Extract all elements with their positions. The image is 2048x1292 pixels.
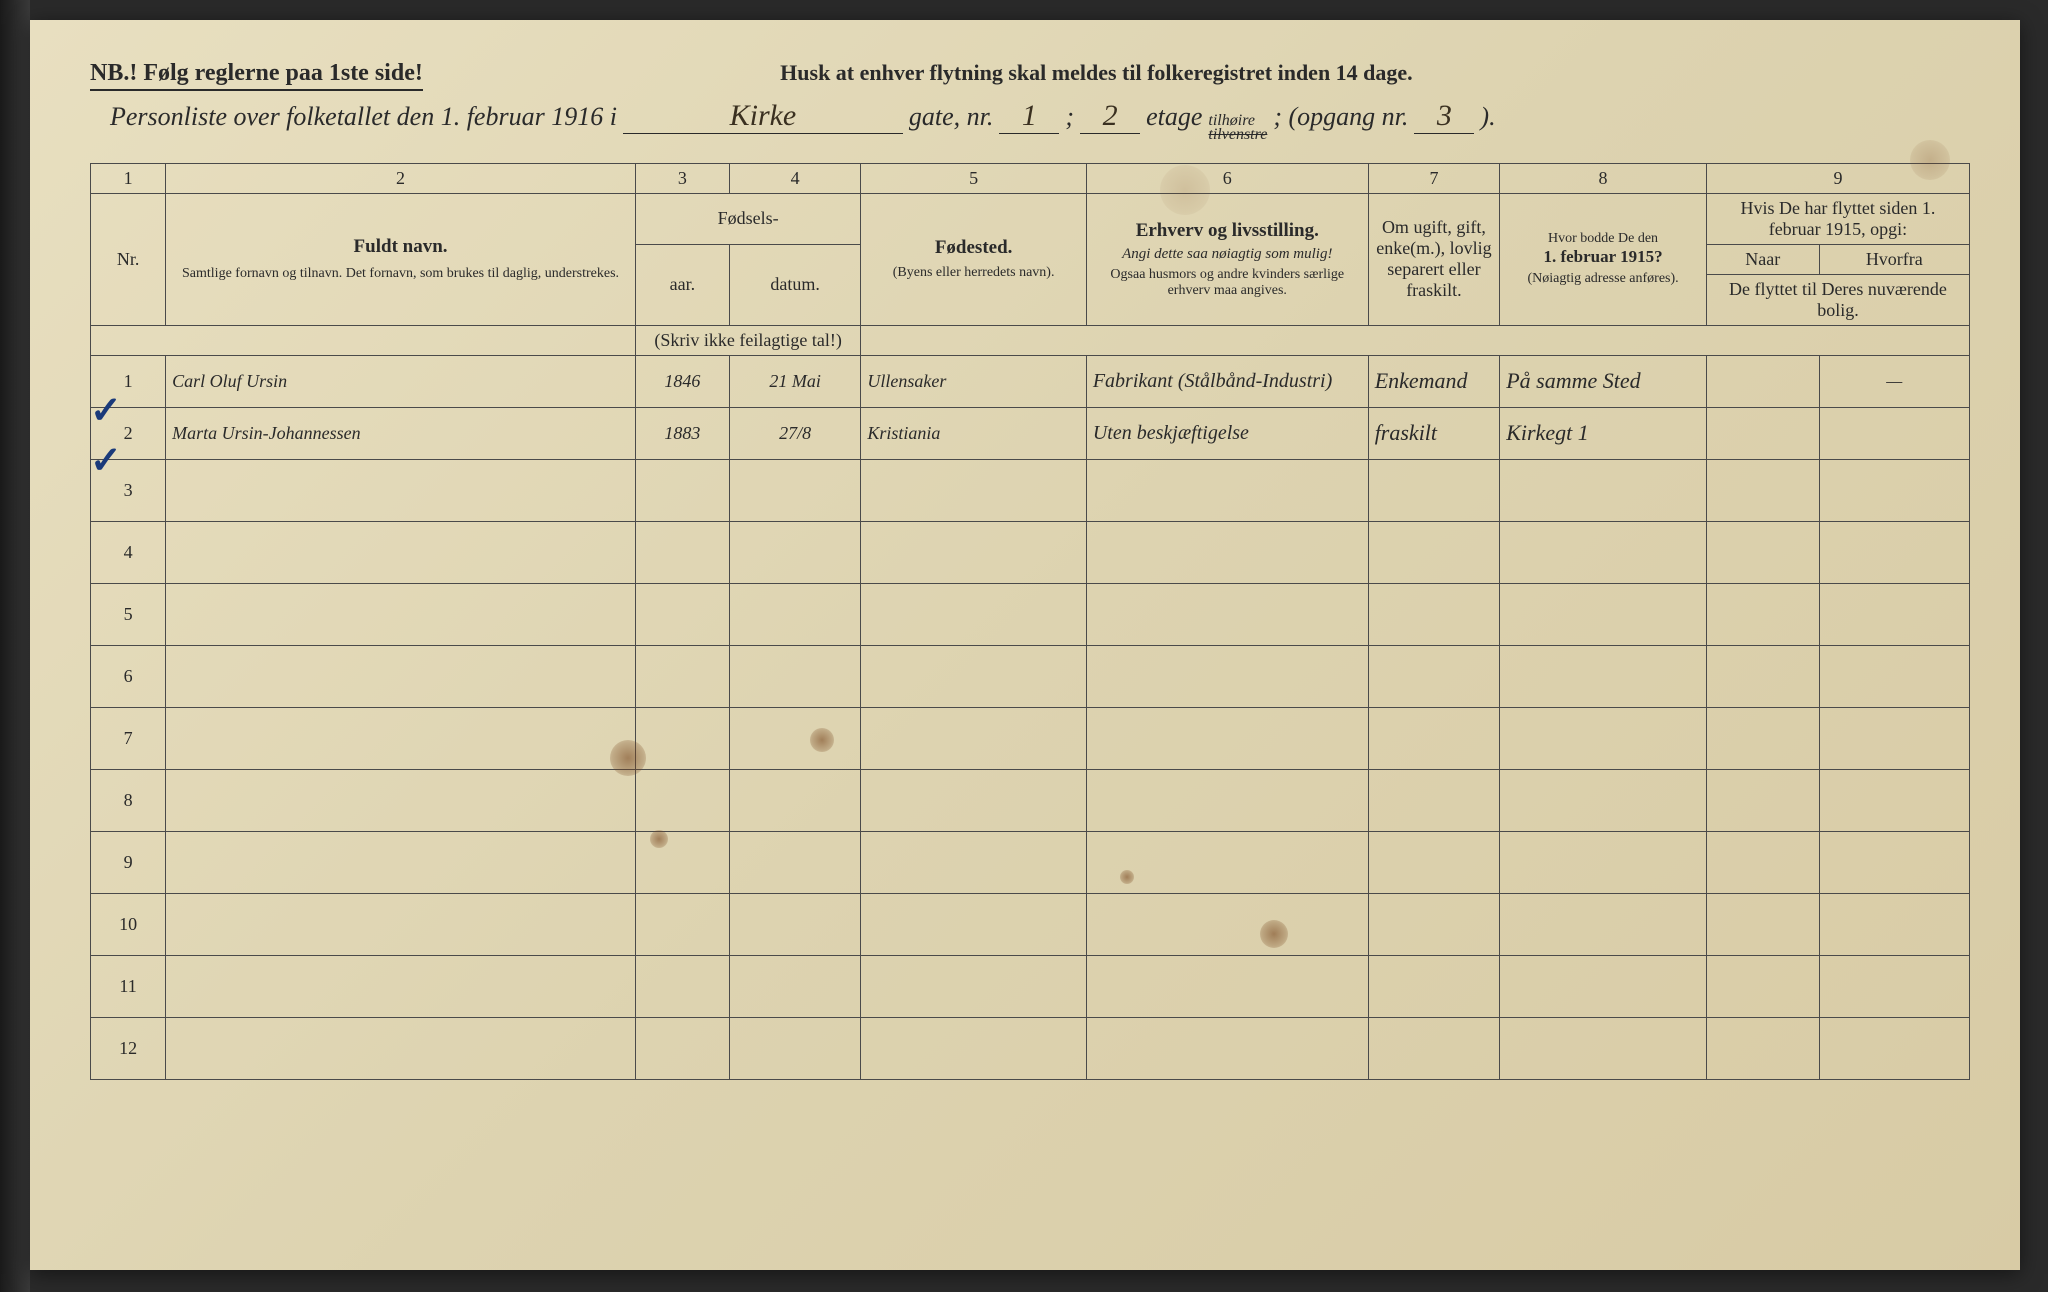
opgang-nr-field: 3 — [1414, 99, 1474, 134]
stain-1 — [610, 740, 646, 776]
table-row-empty: 9 — [91, 831, 1970, 893]
row-nr: 9 — [91, 831, 166, 893]
stain-6 — [1910, 140, 1950, 180]
row-nr: 4 — [91, 521, 166, 583]
th-bodde: Hvor bodde De den 1. februar 1915? (Nøia… — [1500, 193, 1707, 325]
cell-naar — [1706, 407, 1819, 459]
table-row-empty: 8 — [91, 769, 1970, 831]
cell-hvorfra: — — [1819, 355, 1969, 407]
th-navn: Fuldt navn. Samtlige fornavn og tilnavn.… — [166, 193, 636, 325]
cell-aar: 1883 — [635, 407, 729, 459]
th-aar: aar. — [635, 244, 729, 325]
th-nr: Nr. — [91, 193, 166, 325]
th-skriv-ikke: (Skriv ikke feilagtige tal!) — [635, 325, 860, 355]
th-empty — [91, 325, 636, 355]
semicolon: ; — [1065, 102, 1074, 132]
cell-erhverv: Uten beskjæftigelse — [1086, 407, 1368, 459]
cell-bodde: På samme Sted — [1500, 355, 1707, 407]
cell-navn: Carl Oluf Ursin — [166, 355, 636, 407]
table-row: 1Carl Oluf Ursin184621 MaiUllensakerFabr… — [91, 355, 1970, 407]
gate-nr-field: 1 — [999, 99, 1059, 134]
th-naar: Naar — [1706, 244, 1819, 274]
th-de-flyttet: De flyttet til Deres nuværende bolig. — [1706, 274, 1969, 325]
th-fodested: Fødested. (Byens eller herredets navn). — [861, 193, 1086, 325]
checkmark-1: ✓ — [90, 388, 122, 433]
row-nr: 12 — [91, 1017, 166, 1079]
cell-bodde: Kirkegt 1 — [1500, 407, 1707, 459]
opgang-label: ; (opgang nr. — [1273, 102, 1408, 132]
personliste-line: Personliste over folketallet den 1. febr… — [90, 99, 1970, 143]
table-row: 2Marta Ursin-Johannessen188327/8Kristian… — [91, 407, 1970, 459]
table-row-empty: 4 — [91, 521, 1970, 583]
closing: ). — [1480, 102, 1495, 132]
tilhoire-label: tilhøire tilvenstre — [1208, 114, 1267, 143]
colnum-4: 4 — [729, 163, 861, 193]
table-header: 1 2 3 4 5 6 7 8 9 Nr. Fuldt navn. Samtli… — [91, 163, 1970, 355]
th-fodsels: Fødsels- — [635, 193, 860, 244]
book-binding — [0, 0, 30, 1292]
stain-7 — [1160, 165, 1210, 215]
cell-datum: 21 Mai — [729, 355, 861, 407]
table-row-empty: 11 — [91, 955, 1970, 1017]
row-nr: 5 — [91, 583, 166, 645]
header-row: NB.! Følg reglerne paa 1ste side! Husk a… — [90, 60, 1970, 91]
th-hvorfra: Hvorfra — [1819, 244, 1969, 274]
colnum-1: 1 — [91, 163, 166, 193]
th-status: Om ugift, gift, enke(m.), lovlig separer… — [1368, 193, 1500, 325]
colnum-8: 8 — [1500, 163, 1707, 193]
row-nr: 8 — [91, 769, 166, 831]
cell-status: fraskilt — [1368, 407, 1500, 459]
table-body: 1Carl Oluf Ursin184621 MaiUllensakerFabr… — [91, 355, 1970, 1079]
etage-field: 2 — [1080, 99, 1140, 134]
th-flyttet: Hvis De har flyttet siden 1. februar 191… — [1706, 193, 1969, 244]
cell-hvorfra — [1819, 407, 1969, 459]
colnum-6: 6 — [1086, 163, 1368, 193]
row-nr: 6 — [91, 645, 166, 707]
th-datum: datum. — [729, 244, 861, 325]
colnum-3: 3 — [635, 163, 729, 193]
colnum-2: 2 — [166, 163, 636, 193]
table-row-empty: 12 — [91, 1017, 1970, 1079]
table-row-empty: 5 — [91, 583, 1970, 645]
stain-4 — [1120, 870, 1134, 884]
colnum-7: 7 — [1368, 163, 1500, 193]
checkmark-2: ✓ — [90, 438, 122, 483]
stain-3 — [650, 830, 668, 848]
table-row-empty: 6 — [91, 645, 1970, 707]
cell-status: Enkemand — [1368, 355, 1500, 407]
row-nr: 11 — [91, 955, 166, 1017]
table-row-empty: 7 — [91, 707, 1970, 769]
cell-aar: 1846 — [635, 355, 729, 407]
census-table: 1 2 3 4 5 6 7 8 9 Nr. Fuldt navn. Samtli… — [90, 163, 1970, 1080]
table-row-empty: 10 — [91, 893, 1970, 955]
husk-notice: Husk at enhver flytning skal meldes til … — [780, 60, 1413, 86]
cell-datum: 27/8 — [729, 407, 861, 459]
etage-label: etage — [1146, 102, 1202, 132]
census-page: NB.! Følg reglerne paa 1ste side! Husk a… — [30, 20, 2020, 1270]
colnum-5: 5 — [861, 163, 1086, 193]
cell-fodested: Kristiania — [861, 407, 1086, 459]
cell-navn: Marta Ursin-Johannessen — [166, 407, 636, 459]
row-nr: 7 — [91, 707, 166, 769]
table-row-empty: 3 — [91, 459, 1970, 521]
cell-fodested: Ullensaker — [861, 355, 1086, 407]
personliste-prefix: Personliste over folketallet den 1. febr… — [110, 102, 617, 132]
nb-notice: NB.! Følg reglerne paa 1ste side! — [90, 60, 423, 91]
stain-2 — [810, 728, 834, 752]
row-nr: 10 — [91, 893, 166, 955]
cell-naar — [1706, 355, 1819, 407]
th-erhverv: Erhverv og livsstilling. Angi dette saa … — [1086, 193, 1368, 325]
street-field: Kirke — [623, 99, 903, 134]
gate-label: gate, nr. — [909, 102, 994, 132]
cell-erhverv: Fabrikant (Stålbånd-Industri) — [1086, 355, 1368, 407]
stain-5 — [1260, 920, 1288, 948]
